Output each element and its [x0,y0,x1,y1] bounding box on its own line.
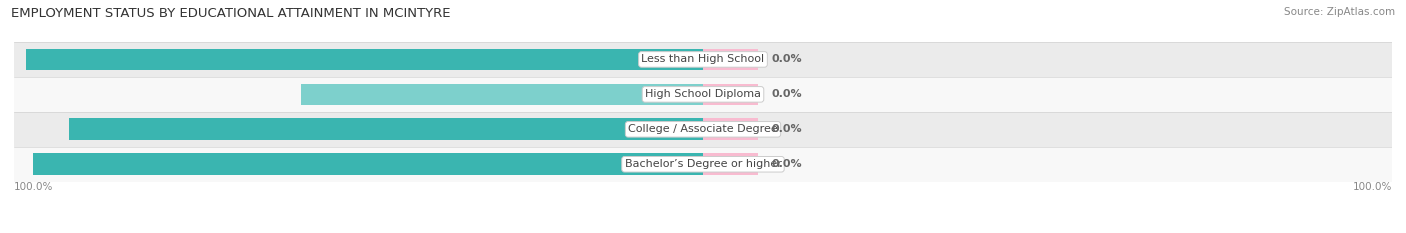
Bar [27,49,703,70]
Bar [703,84,758,105]
Bar [703,154,758,175]
Bar [14,147,1392,182]
Text: College / Associate Degree: College / Associate Degree [628,124,778,134]
Text: 97.3%: 97.3% [651,159,689,169]
Text: 100.0%: 100.0% [1353,182,1392,192]
Text: 0.0%: 0.0% [772,159,803,169]
Bar [301,84,703,105]
Bar [703,118,758,140]
Text: 58.3%: 58.3% [651,89,689,99]
Text: 100.0%: 100.0% [14,182,53,192]
Text: 0.0%: 0.0% [772,124,803,134]
Bar [703,49,758,70]
Bar [69,118,703,140]
Text: 98.2%: 98.2% [651,55,689,64]
Bar [32,154,703,175]
Text: 0.0%: 0.0% [772,55,803,64]
Text: EMPLOYMENT STATUS BY EDUCATIONAL ATTAINMENT IN MCINTYRE: EMPLOYMENT STATUS BY EDUCATIONAL ATTAINM… [11,7,451,20]
Bar [14,77,1392,112]
Text: Source: ZipAtlas.com: Source: ZipAtlas.com [1284,7,1395,17]
Text: Bachelor’s Degree or higher: Bachelor’s Degree or higher [624,159,782,169]
Text: High School Diploma: High School Diploma [645,89,761,99]
Bar [14,42,1392,77]
Text: Less than High School: Less than High School [641,55,765,64]
Bar [14,112,1392,147]
Text: 92.0%: 92.0% [651,124,689,134]
Text: 0.0%: 0.0% [772,89,803,99]
